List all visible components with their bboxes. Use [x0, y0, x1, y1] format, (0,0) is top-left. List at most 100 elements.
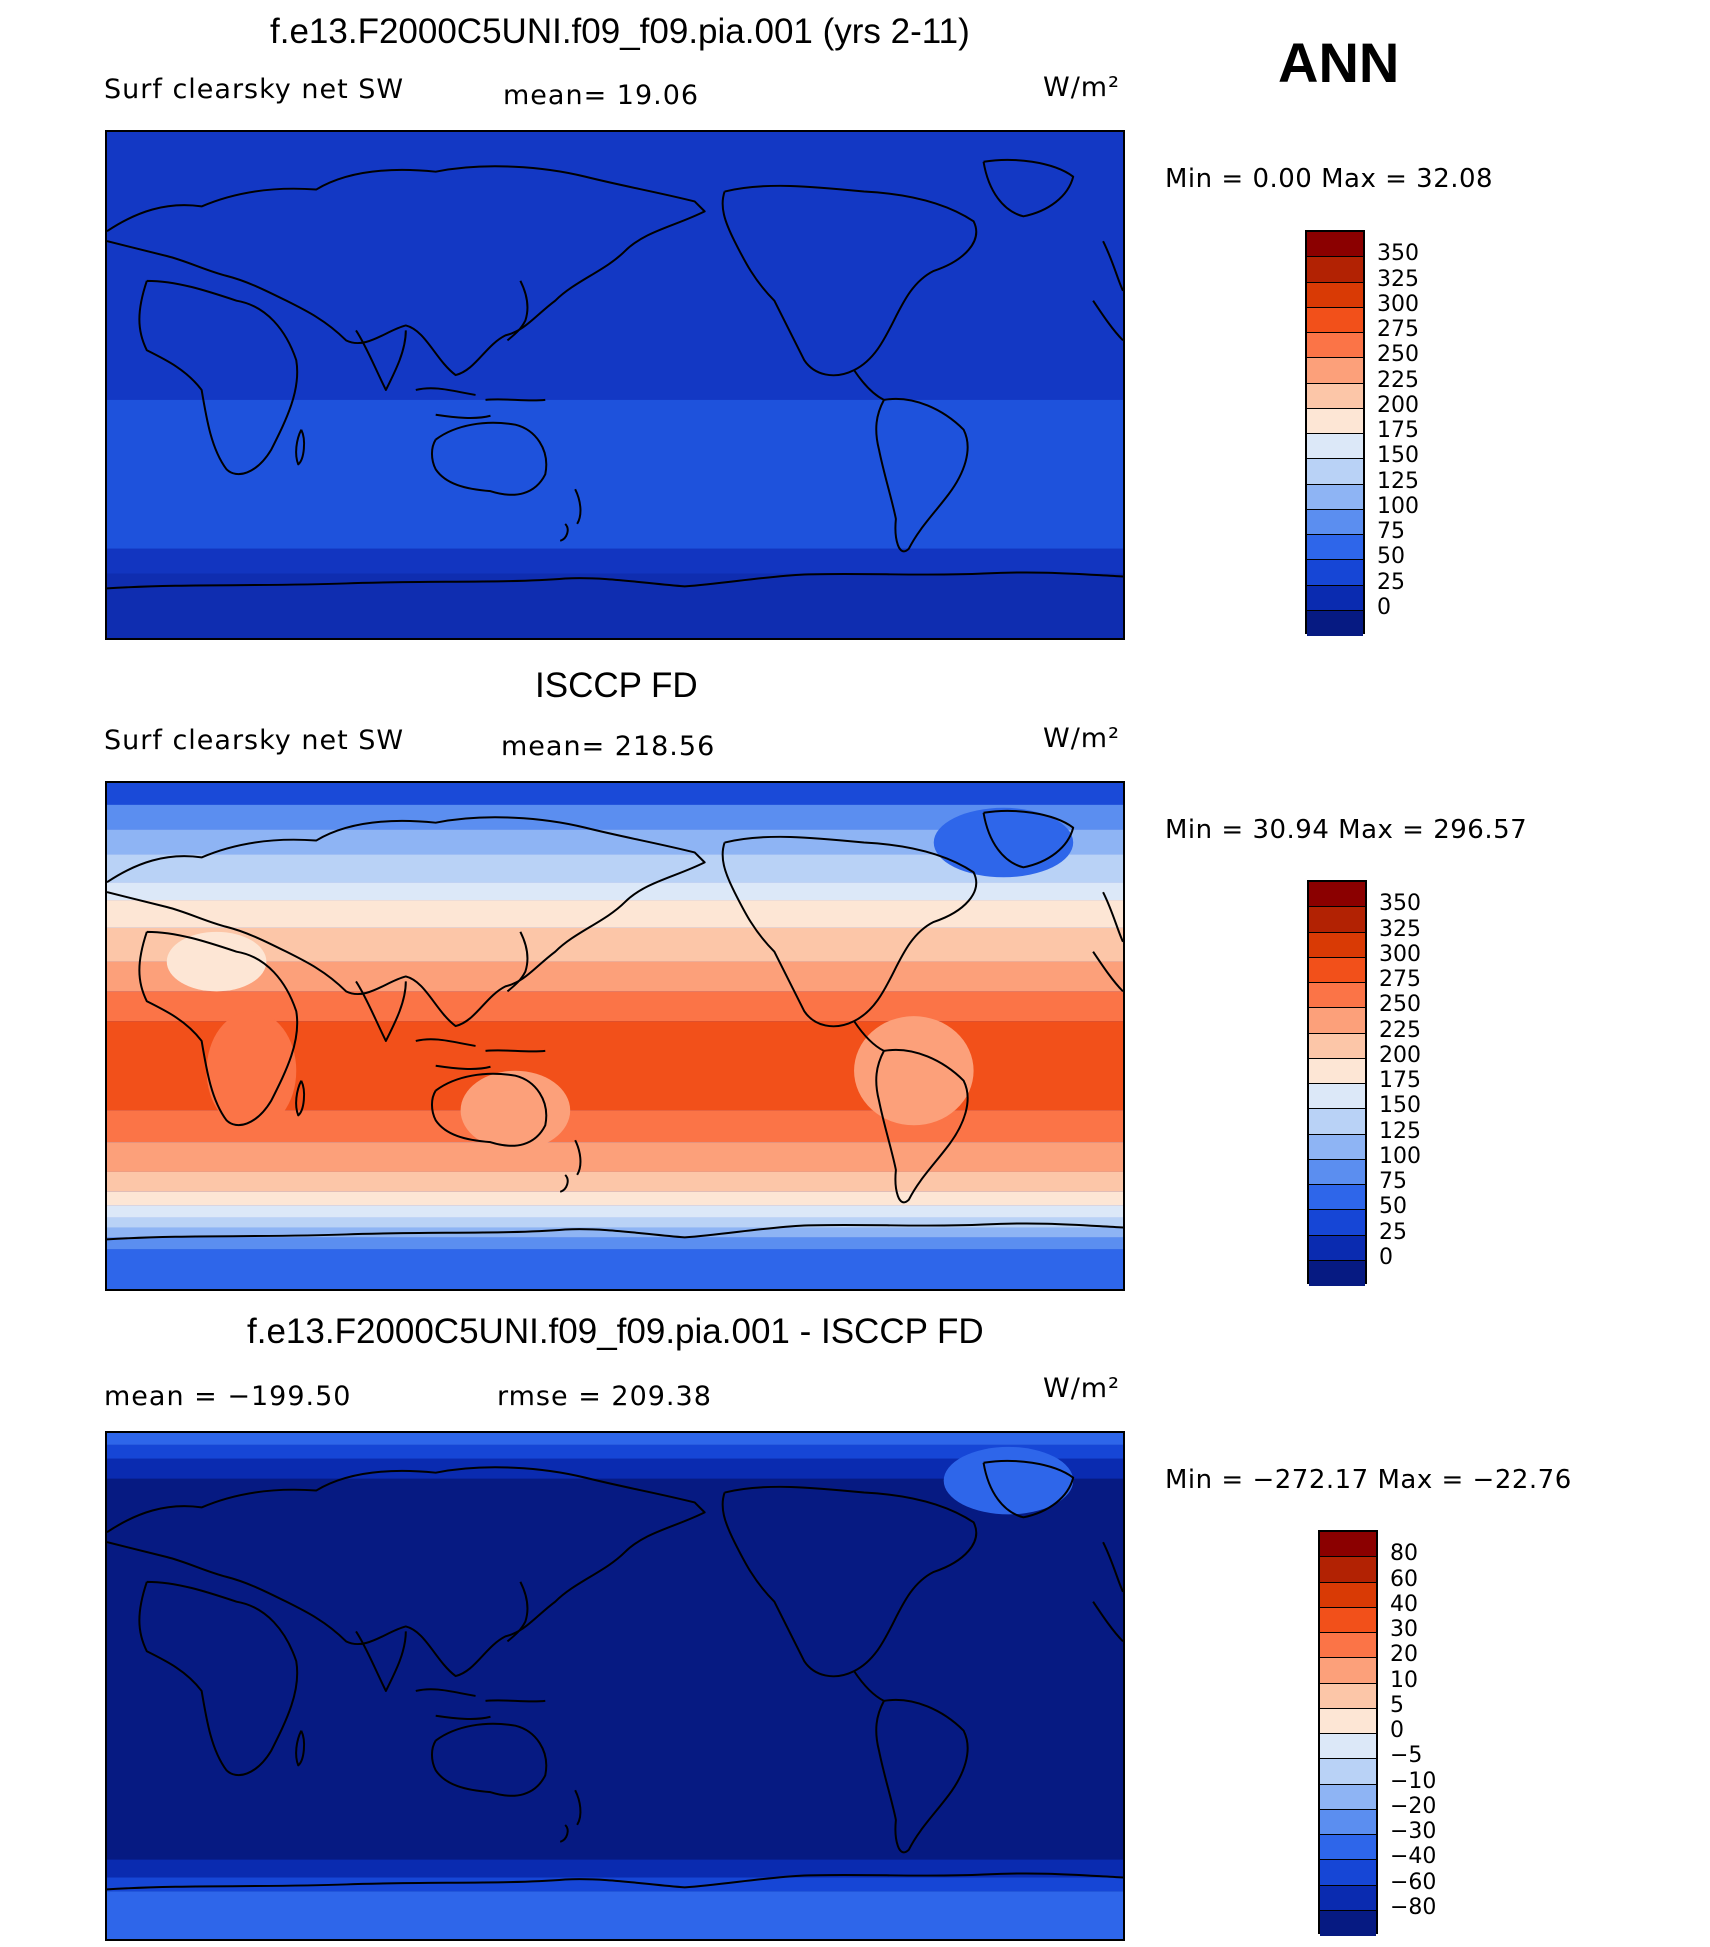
colorbar-box	[1309, 1008, 1365, 1034]
colorbar-tick-label: 225	[1377, 367, 1419, 393]
panel2-map-svg	[107, 783, 1123, 1289]
colorbar-box	[1309, 1210, 1365, 1236]
colorbar-tick-label: 25	[1377, 569, 1405, 595]
colorbar-tick-label: 80	[1390, 1541, 1418, 1567]
colorbar-box	[1309, 957, 1365, 983]
colorbar-box	[1307, 333, 1363, 359]
panel1-colorbar	[1305, 230, 1365, 636]
colorbar-tick-label: 50	[1377, 544, 1405, 570]
colorbar-tick-label: 225	[1379, 1017, 1421, 1043]
season-label: ANN	[1278, 31, 1400, 94]
colorbar-tick-label: 250	[1377, 342, 1419, 368]
colorbar-tick-label: 300	[1379, 941, 1421, 967]
colorbar-box	[1307, 535, 1363, 561]
colorbar-box	[1320, 1910, 1376, 1936]
colorbar-box	[1307, 560, 1363, 586]
colorbar-tick-label: 250	[1379, 992, 1421, 1018]
colorbar-box	[1307, 232, 1363, 258]
colorbar-tick-label: 75	[1379, 1169, 1407, 1194]
colorbar-box	[1309, 907, 1365, 933]
colorbar-box	[1309, 1159, 1365, 1185]
colorbar-box	[1309, 1033, 1365, 1059]
panel3-mean-label: mean = −199.50	[104, 1381, 352, 1412]
colorbar-tick-label: −20	[1390, 1793, 1437, 1819]
colorbar-tick-label: 350	[1377, 241, 1419, 267]
colorbar-tick-label: 175	[1377, 418, 1419, 443]
colorbar-tick-label: −40	[1390, 1844, 1437, 1870]
panel1-mean-label: mean= 19.06	[503, 80, 700, 111]
colorbar-box	[1320, 1532, 1376, 1558]
colorbar-tick-label: −60	[1390, 1869, 1437, 1895]
colorbar-box	[1320, 1708, 1376, 1734]
colorbar-box	[1307, 484, 1363, 510]
colorbar-tick-label: 125	[1377, 468, 1419, 494]
colorbar-box	[1307, 383, 1363, 409]
panel2-map	[105, 781, 1125, 1291]
colorbar-tick-label: −5	[1390, 1743, 1423, 1769]
colorbar-box	[1309, 1260, 1365, 1286]
colorbar-box	[1307, 257, 1363, 283]
colorbar-tick-label: 0	[1379, 1244, 1393, 1270]
colorbar-box	[1320, 1734, 1376, 1760]
colorbar-tick-label: 150	[1377, 443, 1419, 469]
colorbar-tick-label: 175	[1379, 1068, 1421, 1093]
colorbar-tick-label: 5	[1390, 1692, 1404, 1718]
colorbar-tick-label: 275	[1379, 967, 1421, 992]
colorbar-tick-label: 0	[1377, 594, 1391, 620]
colorbar-tick-label: 325	[1377, 266, 1419, 292]
panel2-title: ISCCP FD	[535, 666, 698, 705]
colorbar-tick-label: −10	[1390, 1768, 1437, 1794]
colorbar-box	[1309, 1109, 1365, 1135]
colorbar-box	[1320, 1860, 1376, 1886]
colorbar-box	[1307, 408, 1363, 434]
colorbar-tick-label: 200	[1377, 392, 1419, 418]
colorbar-box	[1309, 1134, 1365, 1160]
colorbar-box	[1320, 1607, 1376, 1633]
colorbar-box	[1307, 434, 1363, 460]
colorbar-box	[1320, 1633, 1376, 1659]
panel1-units: W/m²	[1043, 72, 1120, 103]
panel2-colorbar	[1307, 880, 1367, 1286]
colorbar-tick-label: 40	[1390, 1591, 1418, 1617]
colorbar-box	[1309, 1084, 1365, 1110]
panel3-colorbar	[1318, 1530, 1378, 1936]
panel3-map	[105, 1431, 1125, 1941]
colorbar-box	[1320, 1557, 1376, 1583]
colorbar-box	[1309, 1058, 1365, 1084]
colorbar-tick-label: 125	[1379, 1118, 1421, 1144]
colorbar-tick-label: 350	[1379, 891, 1421, 917]
colorbar-box	[1320, 1784, 1376, 1810]
colorbar-box	[1307, 358, 1363, 384]
panel2-minmax: Min = 30.94 Max = 296.57	[1165, 815, 1528, 845]
colorbar-tick-label: 60	[1390, 1566, 1418, 1592]
panel3-title: f.e13.F2000C5UNI.f09_f09.pia.001 - ISCCP…	[247, 1312, 984, 1351]
panel1-variable-label: Surf clearsky net SW	[104, 74, 405, 105]
colorbar-tick-label: 325	[1379, 916, 1421, 942]
colorbar-box	[1307, 610, 1363, 636]
colorbar-tick-label: 10	[1390, 1667, 1418, 1693]
panel3-units: W/m²	[1043, 1373, 1120, 1404]
colorbar-box	[1320, 1759, 1376, 1785]
colorbar-box	[1309, 983, 1365, 1009]
colorbar-box	[1309, 1235, 1365, 1261]
colorbar-tick-label: 20	[1390, 1642, 1418, 1668]
colorbar-tick-label: 30	[1390, 1617, 1418, 1642]
colorbar-tick-label: 275	[1377, 317, 1419, 342]
colorbar-tick-label: −80	[1390, 1894, 1437, 1920]
colorbar-box	[1307, 585, 1363, 611]
colorbar-box	[1307, 509, 1363, 535]
colorbar-tick-label: 50	[1379, 1194, 1407, 1220]
panel3-map-svg	[107, 1433, 1123, 1939]
colorbar-tick-label: 100	[1379, 1143, 1421, 1169]
panel3-minmax: Min = −272.17 Max = −22.76	[1165, 1465, 1572, 1495]
colorbar-box	[1320, 1658, 1376, 1684]
colorbar-tick-label: 150	[1379, 1093, 1421, 1119]
panel1-map	[105, 130, 1125, 640]
colorbar-box	[1309, 932, 1365, 958]
panel2-variable-label: Surf clearsky net SW	[104, 725, 405, 756]
colorbar-box	[1320, 1835, 1376, 1861]
colorbar-tick-label: 75	[1377, 519, 1405, 544]
colorbar-box	[1309, 1185, 1365, 1211]
colorbar-tick-label: 200	[1379, 1042, 1421, 1068]
panel1-minmax: Min = 0.00 Max = 32.08	[1165, 164, 1494, 194]
